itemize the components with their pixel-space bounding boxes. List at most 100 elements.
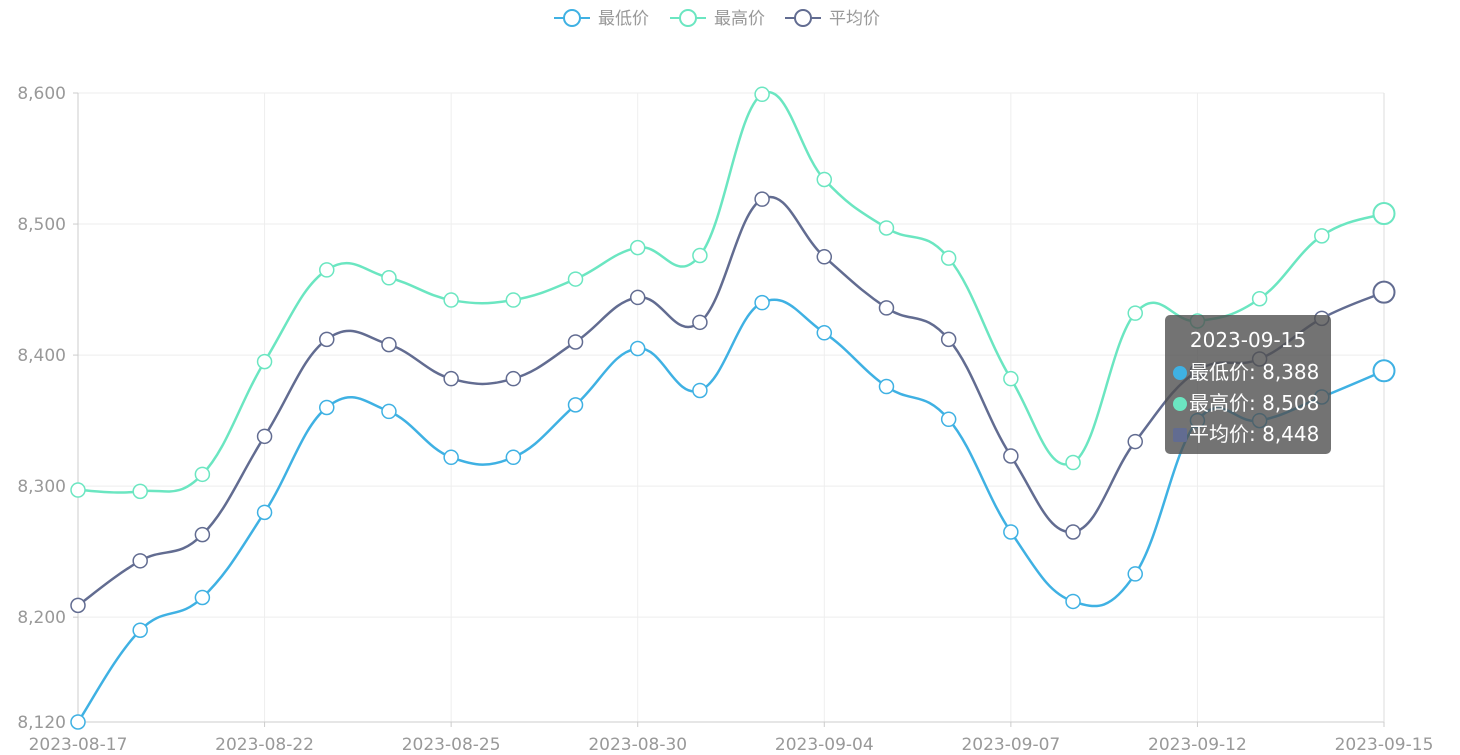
data-point: [1372, 202, 1396, 226]
legend-label: 最高价: [714, 9, 765, 29]
y-tick-label: 8,200: [17, 608, 66, 628]
series-dot-high: [1173, 397, 1187, 411]
data-point: [692, 382, 708, 399]
x-tick-label: 2023-09-04: [775, 735, 874, 755]
data-point: [629, 239, 646, 256]
y-tick-label: 8,600: [17, 84, 66, 104]
data-point: [692, 314, 708, 331]
y-tick-label: 8,400: [17, 346, 66, 366]
x-tick-label: 2023-09-07: [961, 735, 1060, 755]
data-point: [194, 589, 211, 606]
data-point: [194, 526, 211, 543]
data-point: [70, 714, 86, 730]
y-tick-label: 8,500: [17, 215, 66, 235]
x-tick-label: 2023-08-17: [29, 735, 128, 755]
data-point: [70, 482, 86, 498]
legend-marker: [563, 9, 581, 27]
data-point: [381, 270, 397, 286]
data-point: [256, 353, 273, 370]
data-point: [505, 370, 522, 387]
data-point: [319, 331, 335, 348]
data-point: [381, 336, 397, 353]
data-point: [319, 399, 335, 416]
tooltip-row-high: 最高价: 8,508: [1173, 388, 1323, 419]
legend-item[interactable]: 最低价: [554, 9, 649, 29]
legend-item[interactable]: 平均价: [785, 9, 880, 29]
data-point: [1372, 359, 1396, 383]
tooltip-title: 2023-09-15: [1189, 328, 1307, 352]
tooltip: 2023-09-15 最低价: 8,388 最高价: 8,508 平均价: 8,…: [1165, 315, 1331, 454]
data-point: [1065, 524, 1081, 540]
legend-label: 最低价: [598, 9, 649, 29]
data-point: [754, 86, 770, 103]
tooltip-row-avg: 平均价: 8,448: [1173, 419, 1323, 450]
data-point: [1003, 524, 1019, 540]
data-point: [1003, 448, 1019, 464]
data-point: [132, 622, 148, 639]
series-low: [70, 294, 1396, 730]
data-point: [940, 250, 957, 266]
axes: 8,120 8,200 8,300 8,400 8,500 8,600 2023-08-17…: [17, 84, 1433, 755]
data-point: [194, 466, 211, 483]
legend-marker: [679, 9, 697, 27]
data-point: [878, 378, 895, 395]
data-point: [692, 247, 708, 264]
series: [70, 86, 1396, 730]
data-point: [443, 370, 459, 387]
x-tick-label: 2023-08-25: [402, 735, 501, 755]
data-point: [878, 220, 895, 236]
data-point: [1065, 454, 1081, 471]
series-dot-low: [1173, 366, 1187, 380]
x-tick-label: 2023-09-12: [1148, 735, 1247, 755]
data-point: [940, 331, 957, 348]
data-point: [1127, 433, 1143, 450]
data-point: [878, 300, 895, 316]
data-point: [816, 171, 833, 188]
data-point: [443, 292, 459, 308]
data-point: [754, 294, 770, 311]
legend-item[interactable]: 最高价: [670, 9, 765, 29]
data-point: [567, 271, 584, 287]
data-point: [505, 449, 522, 466]
data-point: [1372, 280, 1396, 304]
legend[interactable]: 最低价 最高价 平均价: [554, 9, 880, 29]
data-point: [816, 325, 833, 341]
x-tick-label: 2023-09-15: [1335, 735, 1434, 755]
data-point: [629, 340, 646, 357]
tooltip-value-low: 最低价: 8,388: [1189, 360, 1320, 384]
data-point: [70, 597, 86, 614]
y-tick-label: 8,120: [17, 713, 66, 733]
legend-label: 平均价: [829, 9, 880, 29]
data-point: [132, 483, 148, 500]
series-high: [70, 86, 1396, 500]
data-point: [256, 504, 273, 521]
tooltip-value-avg: 平均价: 8,448: [1189, 422, 1320, 446]
data-point: [132, 553, 148, 569]
data-point: [381, 403, 397, 420]
data-point: [319, 262, 335, 278]
data-point: [1127, 305, 1143, 321]
data-point: [629, 289, 646, 306]
data-point: [1314, 228, 1330, 244]
legend-marker: [794, 9, 812, 27]
data-point: [443, 449, 459, 466]
tooltip-value-high: 最高价: 8,508: [1189, 391, 1320, 415]
y-tick-label: 8,300: [17, 477, 66, 497]
series-dot-avg: [1173, 428, 1187, 442]
data-point: [505, 292, 522, 308]
data-point: [816, 249, 833, 265]
tooltip-row-low: 最低价: 8,388: [1173, 357, 1323, 388]
data-point: [1065, 593, 1081, 610]
data-point: [567, 397, 584, 413]
data-point: [256, 428, 273, 445]
series-line: [77, 195, 1385, 607]
x-tick-label: 2023-08-30: [588, 735, 687, 755]
series-line: [76, 298, 1385, 723]
data-point: [940, 411, 957, 428]
data-point: [1127, 566, 1143, 582]
data-point: [754, 191, 770, 207]
data-point: [567, 334, 584, 350]
x-tick-label: 2023-08-22: [215, 735, 314, 755]
